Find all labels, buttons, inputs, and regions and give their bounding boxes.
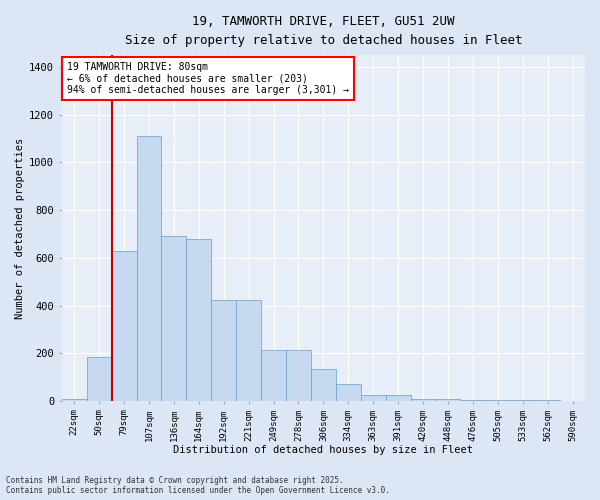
Bar	[410, 398, 436, 401]
Bar	[361, 395, 386, 401]
Y-axis label: Number of detached properties: Number of detached properties	[15, 138, 25, 318]
Bar	[87, 357, 112, 401]
Bar	[261, 350, 286, 401]
Text: 19 TAMWORTH DRIVE: 80sqm
← 6% of detached houses are smaller (203)
94% of semi-d: 19 TAMWORTH DRIVE: 80sqm ← 6% of detache…	[67, 62, 349, 95]
Bar	[436, 398, 460, 401]
Bar	[460, 400, 485, 401]
Bar	[386, 395, 410, 401]
Title: 19, TAMWORTH DRIVE, FLEET, GU51 2UW
Size of property relative to detached houses: 19, TAMWORTH DRIVE, FLEET, GU51 2UW Size…	[125, 15, 522, 47]
Bar	[161, 236, 187, 401]
X-axis label: Distribution of detached houses by size in Fleet: Distribution of detached houses by size …	[173, 445, 473, 455]
Bar	[485, 400, 510, 401]
Bar	[187, 239, 211, 401]
Bar	[211, 300, 236, 401]
Bar	[311, 368, 336, 401]
Bar	[236, 300, 261, 401]
Bar	[62, 398, 87, 401]
Bar	[137, 136, 161, 401]
Bar	[510, 400, 535, 401]
Bar	[112, 250, 137, 401]
Bar	[336, 384, 361, 401]
Text: Contains HM Land Registry data © Crown copyright and database right 2025.
Contai: Contains HM Land Registry data © Crown c…	[6, 476, 390, 495]
Bar	[286, 350, 311, 401]
